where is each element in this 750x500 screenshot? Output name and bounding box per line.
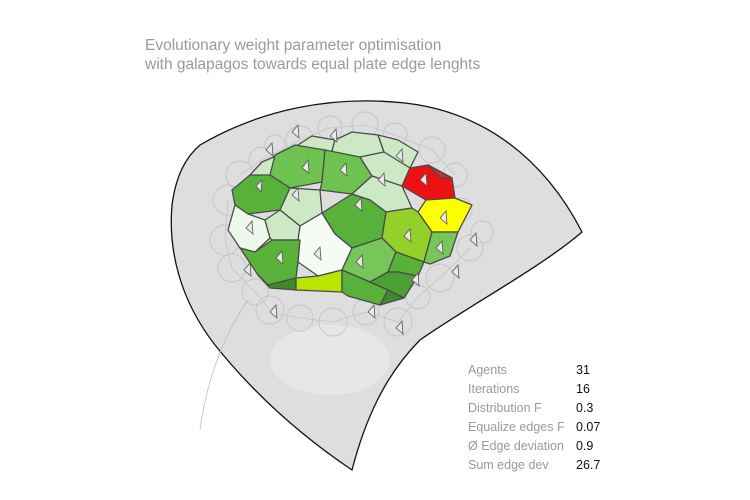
arrow-icon bbox=[255, 178, 263, 194]
agent-links bbox=[224, 124, 471, 323]
stat-row-iterations: Iterations 16 bbox=[468, 379, 600, 398]
stat-row-equalize-edges: Equalize edges F 0.07 bbox=[468, 417, 600, 436]
plate bbox=[379, 289, 405, 306]
stat-label: Equalize edges F bbox=[468, 419, 565, 434]
title-line-1: Evolutionary weight parameter optimisati… bbox=[145, 37, 442, 54]
arrow-icon bbox=[377, 172, 386, 187]
stat-row-edge-deviation: Ø Edge deviation 0.9 bbox=[468, 436, 600, 455]
arrow-icon bbox=[395, 320, 404, 335]
stat-row-agents: Agents 31 bbox=[468, 360, 600, 379]
stat-row-distribution: Distribution F 0.3 bbox=[468, 398, 600, 417]
arrow-icon bbox=[245, 220, 254, 235]
stat-value: 31 bbox=[576, 362, 590, 377]
arrow-icon bbox=[243, 262, 252, 277]
arrow-icon bbox=[354, 197, 363, 212]
stats-table: Agents 31 Iterations 16 Distribution F 0… bbox=[468, 360, 600, 474]
arrow-icon bbox=[291, 124, 300, 139]
arrow-icon bbox=[291, 187, 300, 202]
surface-highlight bbox=[270, 325, 390, 395]
stat-value: 0.07 bbox=[576, 419, 601, 434]
stat-label: Ø Edge deviation bbox=[468, 438, 564, 453]
arrow-icon bbox=[313, 246, 322, 261]
plate bbox=[427, 164, 453, 179]
arrow-icon bbox=[403, 228, 412, 243]
arrow-icon bbox=[451, 264, 460, 279]
arrow-icon bbox=[435, 240, 444, 255]
stat-label: Distribution F bbox=[468, 400, 542, 415]
arrow-icon bbox=[329, 128, 338, 143]
arrow-icon bbox=[355, 254, 364, 269]
stat-value: 0.3 bbox=[576, 400, 594, 415]
surface-isocurve bbox=[199, 299, 249, 431]
agent-arrows bbox=[243, 124, 478, 335]
stat-label: Iterations bbox=[468, 381, 520, 396]
arrow-icon bbox=[411, 272, 420, 287]
arrow-icon bbox=[419, 172, 428, 187]
diagram-title: Evolutionary weight parameter optimisati… bbox=[145, 36, 480, 74]
arrow-icon bbox=[301, 158, 310, 174]
arrow-icon bbox=[469, 232, 478, 247]
arrow-icon bbox=[275, 250, 284, 265]
stat-value: 0.9 bbox=[576, 438, 594, 453]
arrow-icon bbox=[269, 304, 278, 319]
arrow-icon bbox=[265, 142, 274, 157]
title-line-2: with galapagos towards equal plate edge … bbox=[145, 56, 481, 73]
stat-value: 16 bbox=[576, 381, 590, 396]
stat-row-sum-edge-dev: Sum edge dev 26.7 bbox=[468, 455, 600, 474]
arrow-icon bbox=[439, 210, 448, 225]
plates bbox=[227, 131, 473, 306]
arrow-icon bbox=[395, 148, 404, 163]
stat-label: Sum edge dev bbox=[468, 457, 549, 472]
stat-label: Agents bbox=[468, 362, 507, 377]
arrow-icon bbox=[339, 162, 348, 177]
arrow-icon bbox=[367, 304, 376, 319]
stat-value: 26.7 bbox=[576, 457, 601, 472]
